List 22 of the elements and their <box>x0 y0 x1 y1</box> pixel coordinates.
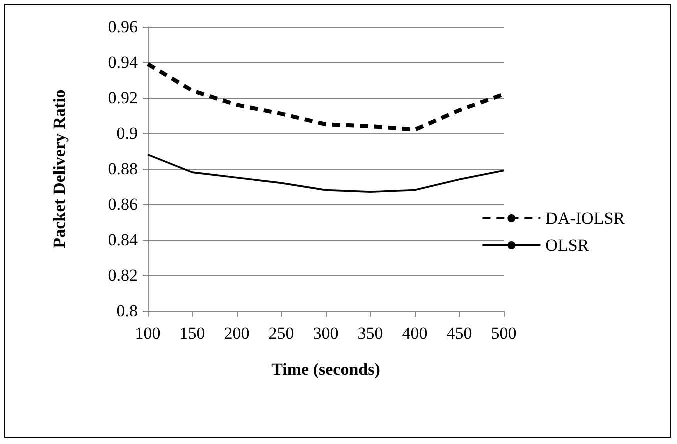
x-tick-label: 450 <box>446 324 472 343</box>
x-tick-label: 350 <box>358 324 384 343</box>
x-tick-label: 150 <box>180 324 206 343</box>
x-tick-label: 100 <box>135 324 161 343</box>
legend-label: DA-IOLSR <box>546 209 626 228</box>
y-axis-title: Packet Delivery Ratio <box>50 90 69 248</box>
x-tick-label: 200 <box>224 324 250 343</box>
y-tick-label: 0.9 <box>116 124 138 143</box>
y-tick-label: 0.88 <box>108 160 138 178</box>
y-tick-label: 0.92 <box>108 88 138 108</box>
x-tick-label: 250 <box>268 324 294 343</box>
y-tick-label: 0.86 <box>108 195 138 214</box>
x-axis-title: Time (seconds) <box>272 360 380 379</box>
y-tick-label: 0.8 <box>116 302 138 320</box>
x-tick-label: 500 <box>491 324 517 343</box>
x-tick-label: 300 <box>313 324 339 343</box>
y-tick-label: 0.84 <box>108 230 138 250</box>
y-tick-label: 0.82 <box>108 266 138 285</box>
x-tick-label: 400 <box>402 324 428 343</box>
y-tick-label: 0.94 <box>108 53 138 72</box>
legend-label: OLSR <box>546 236 590 255</box>
y-tick-label: 0.96 <box>108 18 138 36</box>
